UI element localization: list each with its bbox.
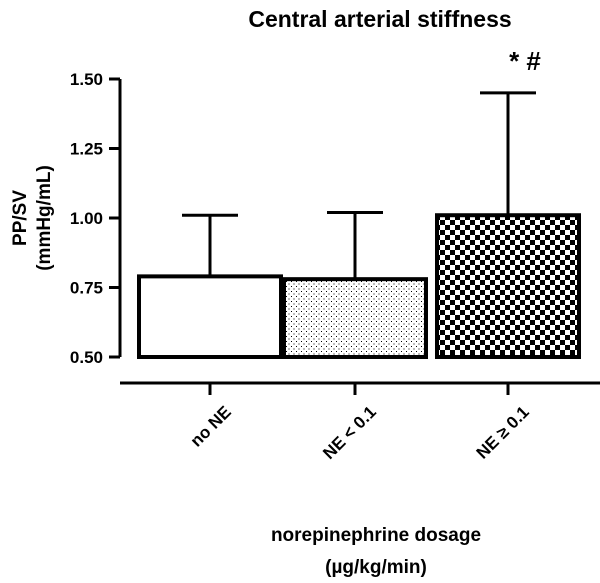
bar [282, 277, 428, 359]
y-tick-label: 0.75 [70, 279, 103, 298]
chart-title: Central arterial stiffness [248, 6, 511, 32]
y-tick-label: 1.25 [70, 140, 103, 159]
y-axis-title-line-1: PP/SV [10, 190, 31, 246]
y-tick-label: 1.50 [70, 70, 103, 89]
y-tick-label: 1.00 [70, 209, 103, 228]
bar [137, 274, 283, 360]
x-axis-title: norepinephrine dosage (µg/kg/min) [271, 525, 481, 578]
y-axis-title: PP/SV (mmHg/mL) [10, 165, 55, 271]
x-tick-label: no NE [187, 402, 235, 450]
y-axis-title-line-2: (mmHg/mL) [34, 165, 55, 271]
bar [435, 213, 581, 359]
significance-annotation: * # [509, 46, 541, 76]
x-axis-title-line-1: norepinephrine dosage [271, 525, 481, 546]
x-axis-title-line-2: (µg/kg/min) [325, 557, 427, 578]
x-tick-label: NE < 0.1 [319, 402, 380, 463]
y-tick-label: 0.50 [70, 348, 103, 367]
plot-area: 0.50 0.75 1.00 1.25 1.50 no NE NE < 0.1 NE ≥ 0.… [70, 46, 600, 463]
x-tick-label: NE ≥ 0.1 [473, 402, 533, 462]
